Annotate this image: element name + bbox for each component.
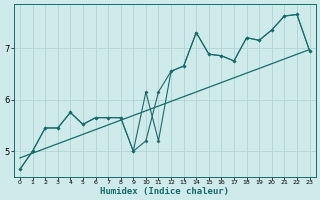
X-axis label: Humidex (Indice chaleur): Humidex (Indice chaleur) <box>100 187 229 196</box>
